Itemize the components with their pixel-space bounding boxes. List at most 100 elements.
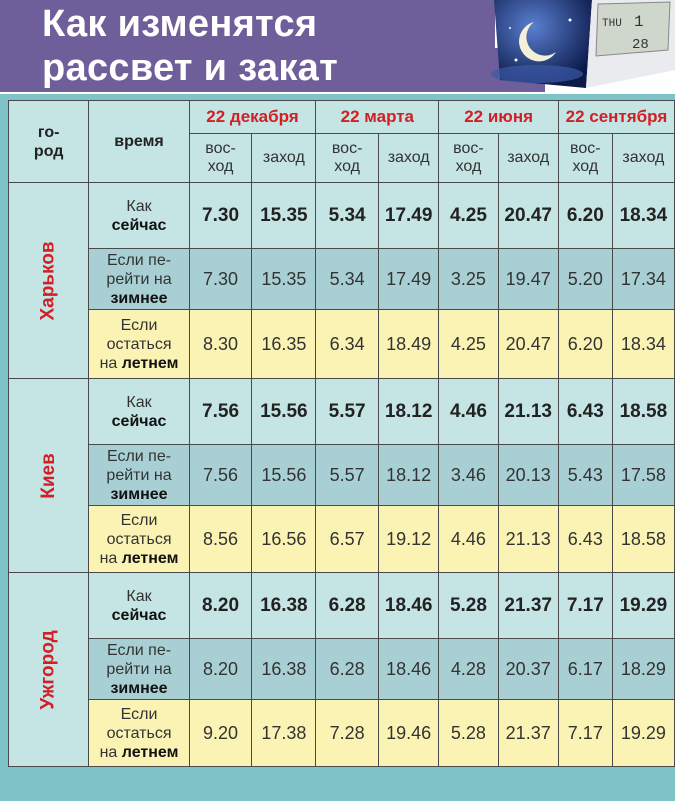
city-name: Харьков bbox=[37, 240, 59, 321]
row-label: Если пе-рейти на зимнее bbox=[88, 444, 190, 506]
sunrise-value: 4.25 bbox=[438, 309, 499, 379]
sunrise-value: 6.57 bbox=[315, 505, 379, 573]
sunrise-value: 8.20 bbox=[188, 638, 253, 700]
sunset-value: 16.38 bbox=[251, 638, 317, 700]
title-line-2: рассвет и закат bbox=[42, 47, 338, 89]
sunrise-value: 7.28 bbox=[315, 699, 379, 767]
sunset-value: 17.38 bbox=[251, 699, 317, 767]
sunset-value: 19.47 bbox=[497, 248, 559, 310]
sunset-value: 21.13 bbox=[497, 505, 559, 573]
sunrise-value: 6.34 bbox=[315, 309, 379, 379]
header-sunrise: вос-ход bbox=[557, 133, 613, 183]
city-name-cell: Ужгород bbox=[7, 572, 90, 767]
sunrise-value: 6.28 bbox=[315, 572, 379, 639]
sunset-value: 19.12 bbox=[377, 505, 440, 573]
sunset-value: 15.56 bbox=[251, 444, 317, 506]
sunrise-sunset-table: го-род время 22 декабря 22 марта 22 июня… bbox=[7, 100, 675, 767]
sunrise-value: 7.30 bbox=[188, 182, 253, 249]
sunset-value: 18.58 bbox=[611, 505, 675, 573]
row-label: Как сейчас bbox=[88, 182, 190, 249]
sunrise-value: 6.43 bbox=[557, 378, 613, 445]
clock-digit-1: 1 bbox=[634, 13, 644, 31]
sunrise-value: 5.34 bbox=[315, 182, 379, 249]
sunrise-value: 4.46 bbox=[438, 505, 499, 573]
clock-day-text: THU bbox=[602, 18, 622, 30]
sunrise-value: 7.30 bbox=[188, 248, 253, 310]
sunrise-value: 3.25 bbox=[438, 248, 499, 310]
sunset-value: 21.13 bbox=[497, 378, 559, 445]
sunset-value: 21.37 bbox=[497, 572, 559, 639]
sunset-value: 18.46 bbox=[377, 638, 440, 700]
sunrise-value: 7.56 bbox=[188, 378, 253, 445]
row-label: Если пе-рейти на зимнее bbox=[88, 638, 190, 700]
city-name: Киев bbox=[37, 452, 59, 499]
sunrise-value: 4.46 bbox=[438, 378, 499, 445]
sunrise-value: 6.20 bbox=[557, 309, 613, 379]
row-winter: Если пе-рейти на зимнее 8.20 16.38 6.28 18.46… bbox=[9, 638, 675, 700]
row-label: Если остаться на летнем bbox=[88, 699, 190, 767]
sunrise-value: 5.57 bbox=[315, 378, 379, 445]
header-sunset: заход bbox=[377, 133, 440, 183]
city-name-cell: Киев bbox=[7, 378, 90, 573]
sunset-value: 20.47 bbox=[497, 309, 559, 379]
clock-digit-2: 28 bbox=[632, 37, 649, 53]
sunrise-sunset-table-area: го-род время 22 декабря 22 марта 22 июня… bbox=[0, 94, 675, 801]
sunset-value: 20.47 bbox=[497, 182, 559, 249]
header: Как изменятся рассвет и закат THU 1 28 bbox=[0, 0, 675, 94]
row-current: Харьков Как сейчас 7.30 15.35 5.34 17.49 4.25 20… bbox=[7, 182, 675, 379]
sunrise-value: 5.43 bbox=[557, 444, 613, 506]
sunset-value: 18.46 bbox=[377, 572, 440, 639]
row-summer: Если остаться на летнем 8.30 16.35 6.34 18.49 4… bbox=[9, 309, 675, 379]
sunrise-value: 7.17 bbox=[557, 572, 613, 639]
header-date-dec: 22 декабря bbox=[188, 100, 317, 134]
row-summer: Если остаться на летнем 9.20 17.38 7.28 19.46 5… bbox=[9, 699, 675, 767]
row-winter: Если пе-рейти на зимнее 7.56 15.56 5.57 18.12… bbox=[9, 444, 675, 506]
header-date-mar: 22 марта bbox=[315, 100, 440, 134]
sunset-value: 18.29 bbox=[611, 638, 675, 700]
sunrise-value: 7.56 bbox=[188, 444, 253, 506]
city-name: Ужгород bbox=[37, 629, 59, 710]
sunset-value: 16.56 bbox=[251, 505, 317, 573]
alarm-clock-image: THU 1 28 bbox=[491, 0, 675, 88]
sunrise-value: 5.28 bbox=[438, 699, 499, 767]
sunset-value: 20.37 bbox=[497, 638, 559, 700]
row-winter: Если пе-рейти на зимнее 7.30 15.35 5.34 17.49… bbox=[9, 248, 675, 310]
sunset-value: 18.34 bbox=[611, 182, 675, 249]
sunrise-value: 5.34 bbox=[315, 248, 379, 310]
header-date-sep: 22 сентября bbox=[557, 100, 675, 134]
row-current: Киев Как сейчас 7.56 15.56 5.57 18.12 4.46 21.13… bbox=[7, 378, 675, 573]
row-label: Как сейчас bbox=[88, 378, 190, 445]
header-sunrise: вос-ход bbox=[315, 133, 379, 183]
row-summer: Если остаться на летнем 8.56 16.56 6.57 19.12 4… bbox=[9, 505, 675, 573]
sunrise-value: 7.17 bbox=[557, 699, 613, 767]
sunrise-value: 6.28 bbox=[315, 638, 379, 700]
row-current: Ужгород Как сейчас 8.20 16.38 6.28 18.46 5.28 21… bbox=[7, 572, 675, 767]
sunset-value: 15.35 bbox=[251, 182, 317, 249]
sunset-value: 15.56 bbox=[251, 378, 317, 445]
title-line-1: Как изменятся bbox=[42, 3, 318, 45]
sunrise-value: 6.17 bbox=[557, 638, 613, 700]
header-sunrise: вос-ход bbox=[438, 133, 499, 183]
header-time: время bbox=[88, 100, 190, 183]
row-label: Как сейчас bbox=[88, 572, 190, 639]
sunset-value: 18.49 bbox=[377, 309, 440, 379]
sunrise-value: 5.28 bbox=[438, 572, 499, 639]
sunset-value: 17.34 bbox=[611, 248, 675, 310]
sunset-value: 19.29 bbox=[611, 699, 675, 767]
sunrise-value: 9.20 bbox=[188, 699, 253, 767]
sunrise-value: 4.25 bbox=[438, 182, 499, 249]
sunrise-value: 6.43 bbox=[557, 505, 613, 573]
header-city: го-род bbox=[7, 100, 90, 183]
city-name-cell: Харьков bbox=[7, 182, 90, 379]
sunrise-value: 8.30 bbox=[188, 309, 253, 379]
sunrise-value: 5.20 bbox=[557, 248, 613, 310]
sunset-value: 18.34 bbox=[611, 309, 675, 379]
sunrise-value: 8.20 bbox=[188, 572, 253, 639]
title-band: Как изменятся рассвет и закат bbox=[0, 0, 675, 94]
header-date-jun: 22 июня bbox=[438, 100, 559, 134]
sunset-value: 20.13 bbox=[497, 444, 559, 506]
row-label: Если пе-рейти на зимнее bbox=[88, 248, 190, 310]
header-sunset: заход bbox=[611, 133, 675, 183]
sunset-value: 17.58 bbox=[611, 444, 675, 506]
sunset-value: 16.38 bbox=[251, 572, 317, 639]
